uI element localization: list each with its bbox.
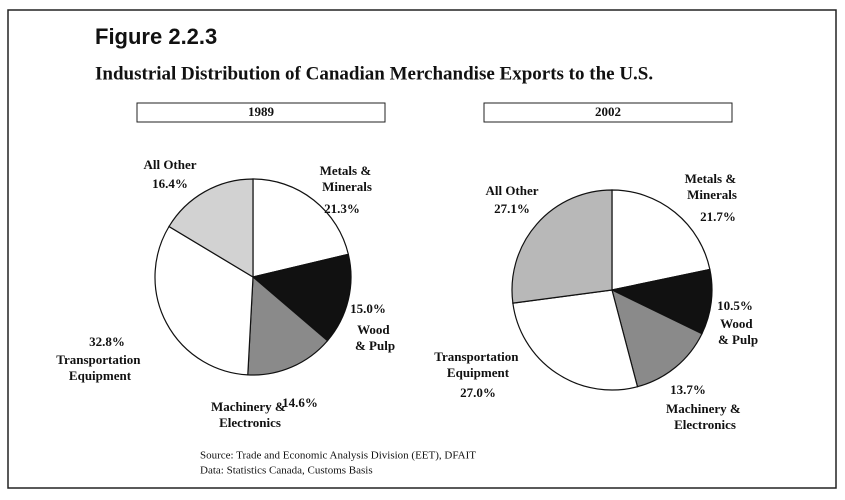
pie-slice <box>247 275 329 376</box>
year-box <box>483 102 733 123</box>
pie-slice <box>168 178 254 279</box>
pie-title: 1989 <box>248 104 275 119</box>
value-label: 16.4% <box>152 176 188 191</box>
value-label: 32.8% <box>89 334 125 349</box>
value-label: 21.3% <box>324 201 360 216</box>
slice-label: All Other <box>485 183 538 198</box>
slice-label: Machinery & Electronics <box>211 399 289 430</box>
year-box <box>136 102 386 123</box>
slice-label: Transportation Equipment <box>434 349 522 380</box>
slice-label: Metals & Minerals <box>320 163 375 194</box>
value-label: 15.0% <box>350 301 386 316</box>
pie-slice <box>611 189 711 291</box>
value-label: 13.7% <box>670 382 706 397</box>
pie-slice <box>154 225 254 376</box>
source: Data: Statistics Canada, Customs Basis <box>200 465 373 477</box>
slice-label: Wood & Pulp <box>355 322 395 353</box>
value-label: 14.6% <box>282 395 318 410</box>
chart-title: Industrial Distribution of Canadian Merc… <box>95 63 653 84</box>
value-label: 21.7% <box>700 209 736 224</box>
slice-label: Wood & Pulp <box>718 316 758 347</box>
pie-slice <box>251 253 352 342</box>
frame <box>7 9 837 489</box>
value-label: 27.1% <box>494 201 530 216</box>
pie-slice <box>611 288 703 388</box>
pie-slice <box>511 189 613 304</box>
figure-label: Figure 2.2.3 <box>95 24 217 49</box>
pie-title: 2002 <box>595 104 621 119</box>
value-label: 10.5% <box>717 298 753 313</box>
pie-slice <box>512 289 639 391</box>
source: Source: Trade and Economic Analysis Divi… <box>200 450 476 462</box>
pie-slice <box>252 178 350 278</box>
slice-label: All Other <box>143 157 196 172</box>
slice-label: Transportation Equipment <box>56 352 144 383</box>
slice-label: Machinery & Electronics <box>666 401 744 432</box>
value-label: 27.0% <box>460 385 496 400</box>
slice-label: Metals & Minerals <box>685 171 740 202</box>
